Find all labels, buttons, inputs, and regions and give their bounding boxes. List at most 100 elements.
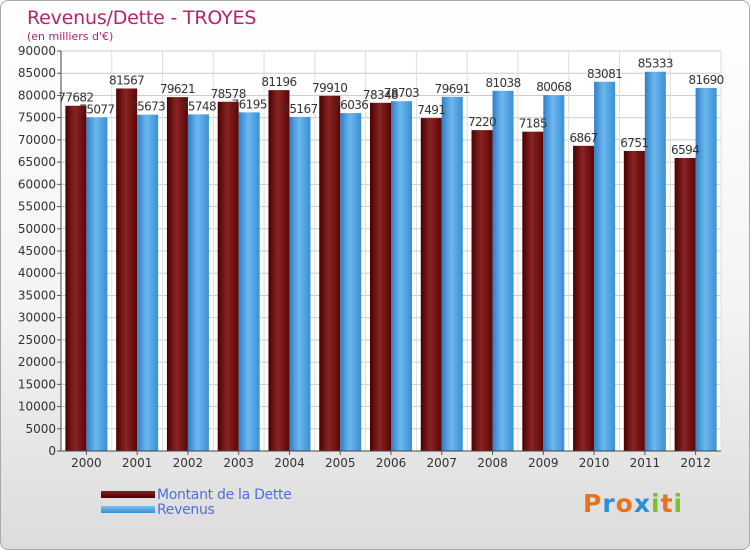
bar-revenus <box>289 116 311 452</box>
bar-dette <box>674 157 696 451</box>
y-tick-label: 80000 <box>18 88 56 102</box>
logo-letter: o <box>615 489 634 518</box>
x-tick-label: 2008 <box>477 456 508 470</box>
bar-dette <box>623 150 645 451</box>
y-tick-label: 45000 <box>18 244 56 258</box>
data-label-dette: 7491 <box>417 103 445 117</box>
data-label-revenus: 75167 <box>282 102 317 116</box>
x-tick-label: 2009 <box>528 456 559 470</box>
bar-dette <box>116 88 138 451</box>
x-tick-label: 2012 <box>680 456 711 470</box>
bar-dette <box>522 131 544 451</box>
data-label-revenus: 75673 <box>130 100 165 114</box>
x-tick-label: 2005 <box>325 456 356 470</box>
y-tick-label: 30000 <box>18 311 56 325</box>
data-label-dette: 7220 <box>468 115 496 129</box>
x-tick-label: 2004 <box>274 456 305 470</box>
data-label-revenus: 80068 <box>536 80 571 94</box>
data-label-revenus: 83081 <box>587 67 622 81</box>
data-label-dette: 6751 <box>620 136 648 150</box>
data-label-dette: 81196 <box>261 75 296 89</box>
legend-swatch-dette <box>101 491 155 498</box>
y-tick-label: 65000 <box>18 155 56 169</box>
y-tick-label: 15000 <box>18 377 56 391</box>
y-tick-label: 20000 <box>18 355 56 369</box>
y-tick-label: 55000 <box>18 200 56 214</box>
bar-revenus <box>137 114 159 452</box>
logo-letter: P <box>583 489 603 518</box>
y-tick-label: 10000 <box>18 400 56 414</box>
y-tick-label: 50000 <box>18 222 56 236</box>
data-label-dette: 78578 <box>211 87 246 101</box>
data-label-dette: 79910 <box>312 81 347 95</box>
y-tick-label: 0 <box>48 444 56 458</box>
bar-dette <box>471 130 493 451</box>
data-label-dette: 7185 <box>519 117 547 131</box>
x-tick-label: 2010 <box>579 456 610 470</box>
logo-letter: x <box>633 489 651 518</box>
legend-label-revenus: Revenus <box>157 501 215 518</box>
logo-letter: i <box>651 489 661 518</box>
bar-dette <box>573 145 595 452</box>
bar-dette <box>319 95 341 451</box>
bar-revenus <box>391 101 412 451</box>
y-tick-label: 25000 <box>18 333 56 347</box>
x-tick-label: 2006 <box>376 456 407 470</box>
data-label-revenus: 76195 <box>232 97 267 111</box>
data-label-dette: 79621 <box>160 82 195 96</box>
bar-revenus <box>441 96 463 451</box>
bar-revenus <box>340 113 362 451</box>
logo-letter: t <box>660 489 674 518</box>
x-tick-label: 2002 <box>173 456 204 470</box>
bar-dette <box>268 90 290 451</box>
data-label-revenus: 79691 <box>435 82 470 96</box>
bar-dette <box>370 102 391 451</box>
bar-revenus <box>695 87 717 451</box>
data-label-dette: 81567 <box>109 73 144 87</box>
data-label-revenus: 85333 <box>638 57 673 71</box>
x-tick-label: 2003 <box>223 456 254 470</box>
x-tick-label: 2011 <box>630 456 661 470</box>
chart-subtitle: (en milliers d'€) <box>27 30 114 43</box>
legend-label-dette: Montant de la Dette <box>157 486 292 503</box>
y-tick-label: 60000 <box>18 177 56 191</box>
logo-letter: r <box>602 489 616 518</box>
bar-dette <box>217 101 239 452</box>
legend-swatch-revenus <box>101 506 155 513</box>
data-label-revenus: 78703 <box>384 86 419 100</box>
data-label-revenus: 81038 <box>485 76 520 90</box>
data-label-dette: 6594 <box>671 143 699 157</box>
bar-revenus <box>187 114 209 451</box>
data-label-revenus: 76036 <box>333 98 368 112</box>
y-tick-label: 40000 <box>18 266 56 280</box>
bar-revenus <box>543 95 565 452</box>
legend-item-dette: Montant de la Dette <box>101 486 292 503</box>
x-tick-label: 2000 <box>71 456 102 470</box>
data-label-dette: 77682 <box>58 91 93 105</box>
bar-dette <box>65 105 87 451</box>
data-label-revenus: 75748 <box>181 99 216 113</box>
y-tick-label: 90000 <box>18 44 56 58</box>
y-tick-label: 70000 <box>18 133 56 147</box>
bar-revenus <box>492 90 514 451</box>
x-tick-label: 2007 <box>426 456 457 470</box>
data-label-revenus: 81690 <box>689 73 724 87</box>
bar-revenus <box>86 117 108 451</box>
data-label-dette: 6867 <box>570 131 598 145</box>
bar-dette <box>166 97 188 451</box>
legend-item-revenus: Revenus <box>101 501 292 518</box>
logo-letter: i <box>673 489 684 518</box>
legend: Montant de la Dette Revenus <box>101 486 292 518</box>
data-label-dette: 78348 <box>363 88 398 102</box>
bar-revenus <box>644 71 666 452</box>
data-label-revenus: 75077 <box>79 102 114 116</box>
y-tick-label: 75000 <box>18 111 56 125</box>
chart-title: Revenus/Dette - TROYES <box>27 7 257 29</box>
x-tick-label: 2001 <box>122 456 153 470</box>
y-tick-label: 5000 <box>25 422 56 436</box>
proxiti-logo: Proxiti <box>583 489 683 518</box>
bar-dette <box>420 118 442 452</box>
y-tick-label: 85000 <box>18 66 56 80</box>
